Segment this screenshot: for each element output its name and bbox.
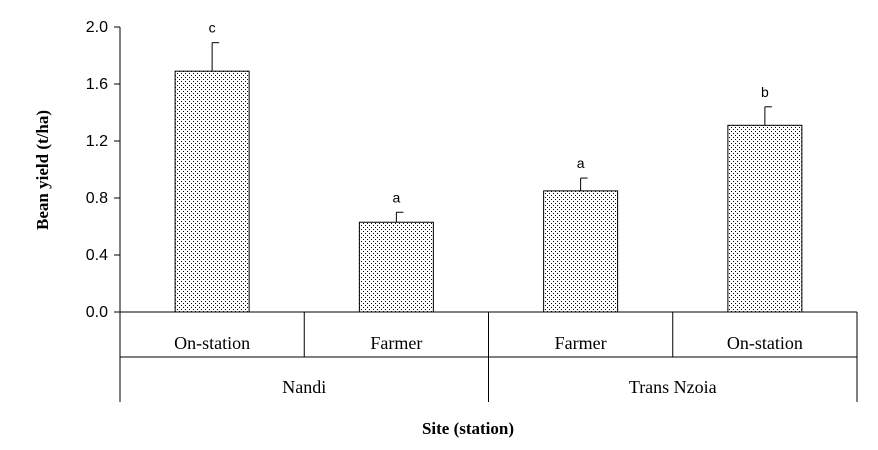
y-axis-title: Bean yield (t/ha) bbox=[33, 110, 52, 230]
error-bars bbox=[211, 42, 772, 223]
significance-letter: b bbox=[761, 84, 769, 100]
category-label: On-station bbox=[174, 333, 250, 353]
bar bbox=[727, 124, 803, 313]
y-tick-label: 1.2 bbox=[86, 133, 108, 150]
y-tick-label: 2.0 bbox=[86, 19, 108, 36]
y-tick-label: 0.4 bbox=[86, 247, 108, 264]
significance-letter: a bbox=[577, 155, 585, 171]
bar bbox=[543, 190, 619, 313]
group-label: Trans Nzoia bbox=[629, 377, 717, 397]
significance-letter: a bbox=[392, 189, 400, 205]
category-label: Farmer bbox=[370, 333, 422, 353]
category-label: On-station bbox=[727, 333, 803, 353]
y-tick-label: 0.0 bbox=[86, 304, 108, 321]
group-label: Nandi bbox=[282, 377, 326, 397]
y-tick-label: 1.6 bbox=[86, 76, 108, 93]
labels: On-station Farmer Farmer On-station Nandi Tra… bbox=[174, 20, 803, 397]
bars bbox=[174, 70, 803, 313]
bar bbox=[358, 221, 434, 313]
y-tick-label: 0.8 bbox=[86, 190, 108, 207]
significance-letter: c bbox=[209, 20, 216, 36]
bar bbox=[174, 70, 250, 313]
x-axis-title: Site (station) bbox=[422, 419, 514, 438]
category-label: Farmer bbox=[555, 333, 607, 353]
